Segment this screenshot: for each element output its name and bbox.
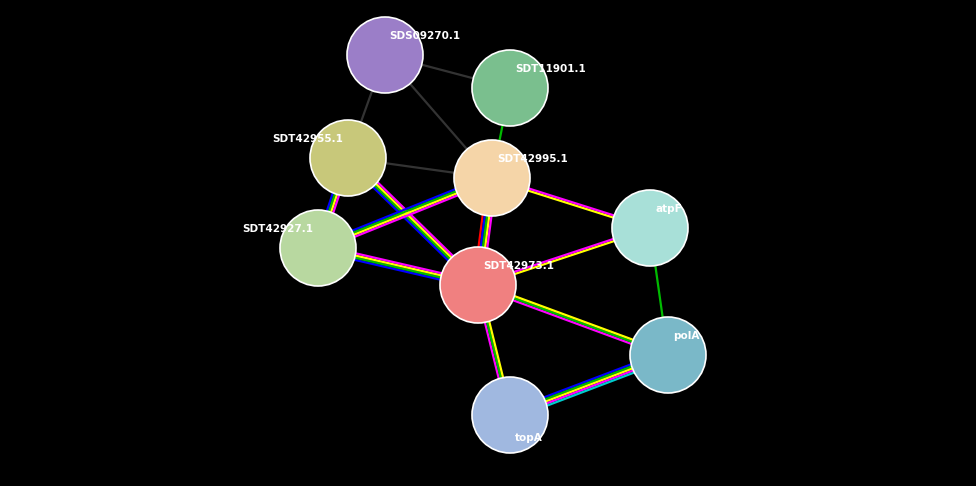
Text: atpF: atpF [655,204,682,214]
Text: SDT42927.1: SDT42927.1 [242,224,313,234]
Text: SDS09270.1: SDS09270.1 [389,31,460,41]
Text: SDT42973.1: SDT42973.1 [483,261,554,271]
Text: polA: polA [673,331,700,341]
Circle shape [630,317,706,393]
Circle shape [440,247,516,323]
Text: topA: topA [515,433,543,443]
Circle shape [472,50,548,126]
Text: SDT11901.1: SDT11901.1 [515,64,586,74]
Circle shape [310,120,386,196]
Circle shape [347,17,423,93]
Circle shape [472,377,548,453]
Text: SDT42955.1: SDT42955.1 [272,134,343,144]
Circle shape [454,140,530,216]
Text: SDT42995.1: SDT42995.1 [497,154,568,164]
Circle shape [612,190,688,266]
Circle shape [280,210,356,286]
